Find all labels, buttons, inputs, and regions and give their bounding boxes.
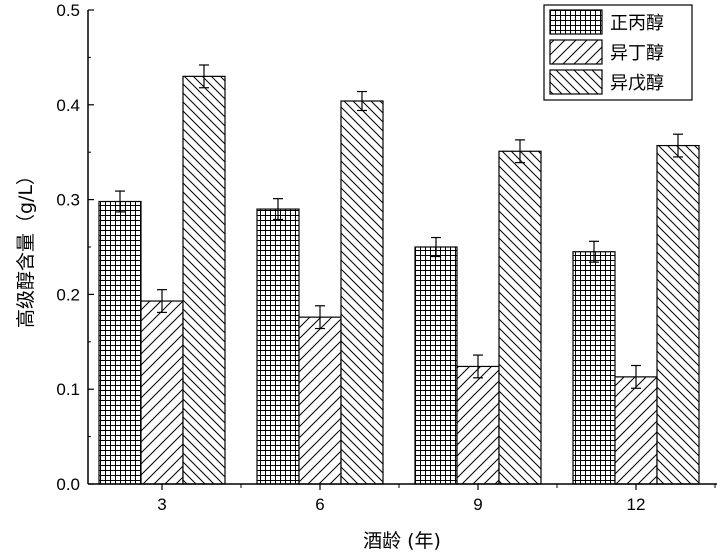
y-tick-label: 0.1 xyxy=(56,380,80,399)
error-bar-series-2-cat-3 xyxy=(157,289,167,314)
x-ticks: 3 6 9 12 xyxy=(157,484,716,514)
error-bar-series-3-cat-6 xyxy=(357,90,367,112)
bar-series-2-cat-6 xyxy=(298,316,342,485)
legend-swatch xyxy=(549,9,603,35)
error-bar-series-1-cat-9 xyxy=(431,236,441,258)
bar-series-3-cat-12 xyxy=(656,144,700,485)
legend-label: 异丁醇 xyxy=(610,43,664,64)
x-axis-title: 酒龄 (年) xyxy=(363,530,441,552)
bar-series-1-cat-12 xyxy=(572,251,616,485)
y-tick-label: 0.3 xyxy=(56,191,80,210)
y-axis-title: 高级醇含量（g/L） xyxy=(15,166,37,328)
bar-series-2-cat-12 xyxy=(614,376,658,485)
bar-series-1-cat-3 xyxy=(98,200,142,485)
x-tick-label: 12 xyxy=(627,495,646,514)
bar-series-3-cat-3 xyxy=(182,75,226,485)
bar-series-3-cat-6 xyxy=(340,100,384,485)
legend-swatch xyxy=(549,69,603,95)
bar-series-1-cat-6 xyxy=(256,208,300,485)
bar-series-3-cat-9 xyxy=(498,150,542,485)
error-bar-series-2-cat-6 xyxy=(315,305,325,330)
error-bar-series-2-cat-9 xyxy=(473,354,483,379)
bar-series-1-cat-9 xyxy=(414,246,458,485)
error-bar-series-1-cat-12 xyxy=(589,240,599,263)
error-bar-series-2-cat-12 xyxy=(631,364,641,389)
y-tick-label: 0.4 xyxy=(56,96,80,115)
legend-label: 异戊醇 xyxy=(610,73,664,94)
error-bar-series-1-cat-3 xyxy=(115,190,125,213)
x-tick-label: 3 xyxy=(157,495,166,514)
error-bar-series-1-cat-6 xyxy=(273,198,283,221)
y-tick-label: 0.5 xyxy=(56,1,80,20)
error-bar-series-3-cat-12 xyxy=(673,133,683,158)
bar-series-2-cat-3 xyxy=(140,300,184,485)
bar-series-2-cat-9 xyxy=(456,365,500,485)
error-bar-series-3-cat-3 xyxy=(199,64,209,89)
bars-group xyxy=(98,75,700,485)
x-tick-label: 9 xyxy=(473,495,482,514)
error-bar-series-3-cat-9 xyxy=(515,139,525,164)
x-tick-label: 6 xyxy=(315,495,324,514)
y-tick-label: 0.0 xyxy=(56,475,80,494)
y-ticks: 0.0 0.1 0.2 0.3 0.4 0.5 xyxy=(56,1,94,494)
y-tick-label: 0.2 xyxy=(56,285,80,304)
error-bars-group xyxy=(115,64,683,389)
legend-swatch xyxy=(549,39,603,65)
legend-label: 正丙醇 xyxy=(610,13,664,34)
